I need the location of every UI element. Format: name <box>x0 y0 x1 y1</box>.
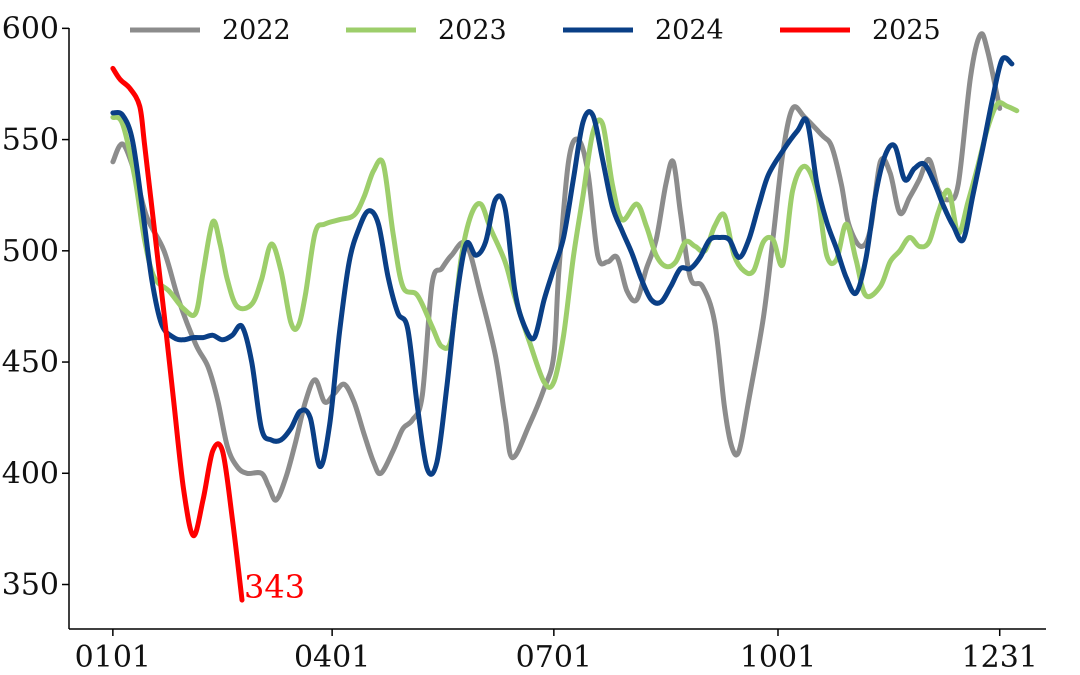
series-line-2024 <box>110 55 1015 477</box>
series-line-2022 <box>110 31 1003 503</box>
y-axis-ticks: 350 400 450 500 550 600 <box>2 11 69 603</box>
y-tick-label: 350 <box>2 568 59 603</box>
legend: 2022 2023 2024 2025 <box>130 15 941 46</box>
series-line-2025 <box>110 65 245 603</box>
x-tick-label: 0401 <box>294 640 370 675</box>
y-tick-label: 600 <box>2 11 59 46</box>
y-tick-label: 450 <box>2 345 59 380</box>
series-line-2023 <box>110 100 1020 390</box>
x-tick-label: 1231 <box>962 640 1038 675</box>
x-axis-ticks: 0101 0401 0701 1001 1231 <box>75 629 1038 675</box>
legend-label-2025: 2025 <box>872 15 941 46</box>
axes <box>68 28 1046 630</box>
y-tick-label: 550 <box>2 123 59 158</box>
end-value-label-2025: 343 <box>244 568 305 606</box>
legend-label-2023: 2023 <box>438 15 507 46</box>
y-tick-label: 500 <box>2 234 59 269</box>
y-tick-label: 400 <box>2 456 59 491</box>
legend-label-2024: 2024 <box>655 15 724 46</box>
legend-label-2022: 2022 <box>222 15 291 46</box>
x-tick-label: 1001 <box>740 640 816 675</box>
series-lines <box>110 31 1020 603</box>
annotations: 343 <box>244 568 305 606</box>
x-tick-label: 0101 <box>75 640 151 675</box>
x-tick-label: 0701 <box>516 640 592 675</box>
